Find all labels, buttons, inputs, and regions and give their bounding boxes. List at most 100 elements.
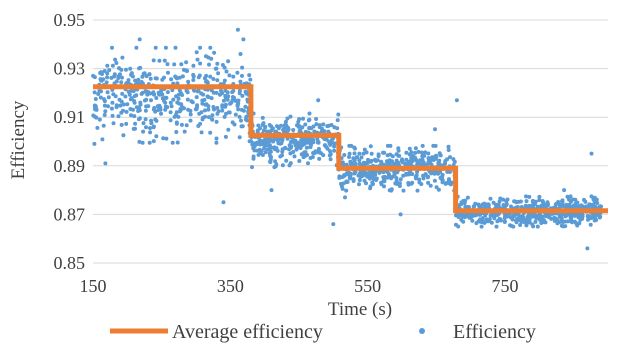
efficiency-point xyxy=(185,97,190,102)
efficiency-point xyxy=(456,214,461,219)
efficiency-point xyxy=(123,94,128,99)
efficiency-point xyxy=(192,88,197,93)
efficiency-point xyxy=(368,159,373,164)
efficiency-point xyxy=(283,119,288,124)
efficiency-point xyxy=(331,222,336,227)
efficiency-point xyxy=(356,173,361,178)
efficiency-point xyxy=(269,188,274,193)
efficiency-point xyxy=(99,89,103,94)
efficiency-point xyxy=(394,176,399,180)
efficiency-point xyxy=(120,91,125,96)
efficiency-point xyxy=(241,37,246,42)
y-tick-label: 0.93 xyxy=(54,59,86,79)
efficiency-point xyxy=(284,125,289,129)
efficiency-point xyxy=(509,204,513,209)
efficiency-point xyxy=(175,140,180,145)
efficiency-point xyxy=(398,177,403,182)
efficiency-point xyxy=(199,130,204,135)
efficiency-point xyxy=(579,216,584,221)
efficiency-point xyxy=(436,187,441,192)
efficiency-point xyxy=(106,104,110,109)
efficiency-point xyxy=(345,180,350,184)
efficiency-point xyxy=(335,118,340,123)
efficiency-point xyxy=(421,176,426,181)
efficiency-point xyxy=(207,62,211,67)
efficiency-point xyxy=(211,77,216,81)
efficiency-point xyxy=(133,121,138,126)
efficiency-point xyxy=(147,140,152,145)
efficiency-point xyxy=(511,212,516,217)
efficiency-point xyxy=(240,73,244,78)
efficiency-point xyxy=(163,45,168,50)
efficiency-point xyxy=(188,108,193,113)
efficiency-point xyxy=(361,151,366,156)
efficiency-point xyxy=(404,150,409,155)
efficiency-point xyxy=(488,213,493,218)
efficiency-point xyxy=(110,45,114,50)
efficiency-point xyxy=(588,222,593,227)
efficiency-point xyxy=(194,50,199,55)
efficiency-point xyxy=(596,213,601,218)
efficiency-point xyxy=(357,158,362,163)
efficiency-point xyxy=(298,146,303,150)
efficiency-point xyxy=(275,124,279,129)
efficiency-point xyxy=(151,125,156,130)
efficiency-point xyxy=(396,153,401,158)
efficiency-point xyxy=(111,92,116,97)
efficiency-point xyxy=(559,218,564,223)
efficiency-point xyxy=(243,104,248,109)
efficiency-point xyxy=(92,90,97,95)
efficiency-point xyxy=(136,80,140,85)
efficiency-point xyxy=(172,62,177,67)
efficiency-point xyxy=(96,92,101,96)
efficiency-point xyxy=(176,96,181,101)
efficiency-point xyxy=(471,204,476,209)
efficiency-point xyxy=(166,70,170,75)
efficiency-point xyxy=(151,139,156,144)
efficiency-point xyxy=(404,157,409,162)
x-tick-label: 350 xyxy=(217,276,244,296)
efficiency-point xyxy=(116,114,121,119)
efficiency-point xyxy=(479,224,484,229)
efficiency-point xyxy=(385,143,390,148)
efficiency-point xyxy=(406,161,411,165)
efficiency-point xyxy=(238,52,243,56)
efficiency-point xyxy=(133,78,138,83)
efficiency-point xyxy=(396,148,401,153)
efficiency-point xyxy=(433,127,437,132)
efficiency-point xyxy=(413,146,418,151)
efficiency-point xyxy=(570,204,575,209)
legend-efficiency-swatch xyxy=(419,328,425,334)
efficiency-point xyxy=(306,161,310,166)
efficiency-point xyxy=(537,217,542,222)
efficiency-point xyxy=(173,45,178,50)
efficiency-point xyxy=(448,155,452,160)
efficiency-point xyxy=(185,90,190,95)
efficiency-point xyxy=(504,199,509,204)
efficiency-point xyxy=(143,117,148,122)
efficiency-point xyxy=(208,45,213,50)
efficiency-point xyxy=(100,137,105,142)
efficiency-point xyxy=(495,213,500,217)
efficiency-point xyxy=(105,63,110,68)
efficiency-point xyxy=(191,63,196,68)
efficiency-point xyxy=(93,97,98,101)
efficiency-point xyxy=(381,178,386,183)
efficiency-point xyxy=(265,147,270,152)
efficiency-point xyxy=(415,169,420,174)
efficiency-point xyxy=(280,153,284,158)
efficiency-point xyxy=(370,180,375,185)
efficiency-point xyxy=(110,100,115,105)
efficiency-point xyxy=(470,218,475,223)
efficiency-point xyxy=(152,92,157,97)
efficiency-point xyxy=(136,77,141,82)
efficiency-point xyxy=(124,67,128,72)
efficiency-point xyxy=(148,91,153,96)
efficiency-point xyxy=(488,196,493,201)
x-tick-label: 150 xyxy=(80,276,107,296)
efficiency-point xyxy=(124,109,129,114)
x-tick-label: 750 xyxy=(492,276,519,296)
efficiency-point xyxy=(446,144,451,149)
efficiency-point xyxy=(274,162,279,167)
efficiency-point xyxy=(238,79,243,84)
